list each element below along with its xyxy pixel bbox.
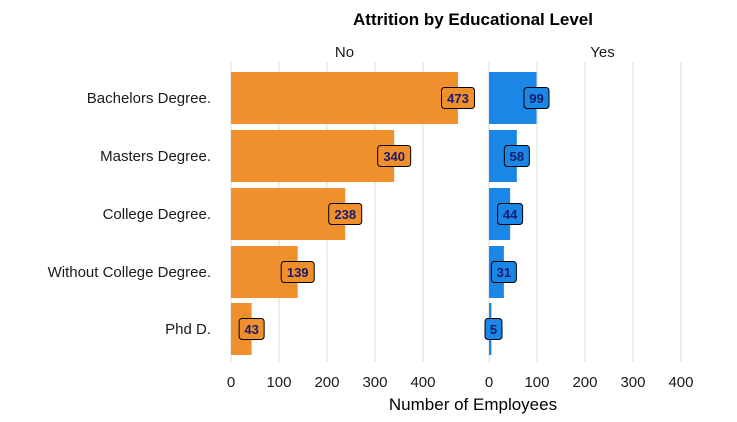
category-label: Phd D. xyxy=(165,321,211,338)
chart-title: Attrition by Educational Level xyxy=(353,10,593,29)
data-label: 139 xyxy=(287,265,309,280)
bar xyxy=(231,188,346,240)
facet-panels: 0 100 200 300 400 No 473 340 238 139 43 0 100 200 300 4… xyxy=(227,44,694,391)
data-label-box xyxy=(484,318,503,340)
data-label: 44 xyxy=(503,207,518,222)
facet-panel-yes: 0 100 200 300 400 Yes 99 58 44 31 5 xyxy=(484,44,693,391)
data-label-box xyxy=(497,203,524,225)
data-label-box xyxy=(441,87,475,109)
bar xyxy=(231,72,458,124)
facet-strip-label: No xyxy=(335,44,354,61)
data-label: 340 xyxy=(383,149,405,164)
data-label: 99 xyxy=(529,91,543,106)
x-tick-label: 0 xyxy=(227,374,235,391)
data-label-box xyxy=(503,145,530,167)
x-tick-label: 300 xyxy=(620,374,645,391)
category-labels: Bachelors Degree. Masters Degree. College … xyxy=(48,90,211,338)
data-label: 31 xyxy=(497,265,511,280)
x-axis-label: Number of Employees xyxy=(389,395,557,414)
data-label-box xyxy=(377,145,412,167)
data-label-box xyxy=(328,203,363,225)
data-label: 58 xyxy=(510,149,524,164)
data-label-box xyxy=(280,261,315,283)
category-label: Masters Degree. xyxy=(100,148,211,165)
x-tick-label: 400 xyxy=(410,374,435,391)
x-tick-label: 100 xyxy=(524,374,549,391)
category-label: Without College Degree. xyxy=(48,264,211,281)
data-label: 43 xyxy=(244,322,258,337)
facet-panel-no: 0 100 200 300 400 No 473 340 238 139 43 xyxy=(227,44,475,391)
x-tick-label: 400 xyxy=(668,374,693,391)
bar xyxy=(231,130,395,182)
category-label: College Degree. xyxy=(103,206,211,223)
data-label: 473 xyxy=(447,91,469,106)
x-tick-label: 0 xyxy=(485,374,493,391)
data-label: 238 xyxy=(334,207,356,222)
category-label: Bachelors Degree. xyxy=(87,90,211,107)
facet-strip-label: Yes xyxy=(590,44,614,61)
x-tick-label: 100 xyxy=(266,374,291,391)
x-tick-label: 300 xyxy=(362,374,387,391)
data-label-box xyxy=(238,318,265,340)
data-label-box xyxy=(490,261,517,283)
x-tick-label: 200 xyxy=(314,374,339,391)
x-tick-label: 200 xyxy=(572,374,597,391)
data-label-box xyxy=(523,87,550,109)
data-label: 5 xyxy=(490,322,497,337)
